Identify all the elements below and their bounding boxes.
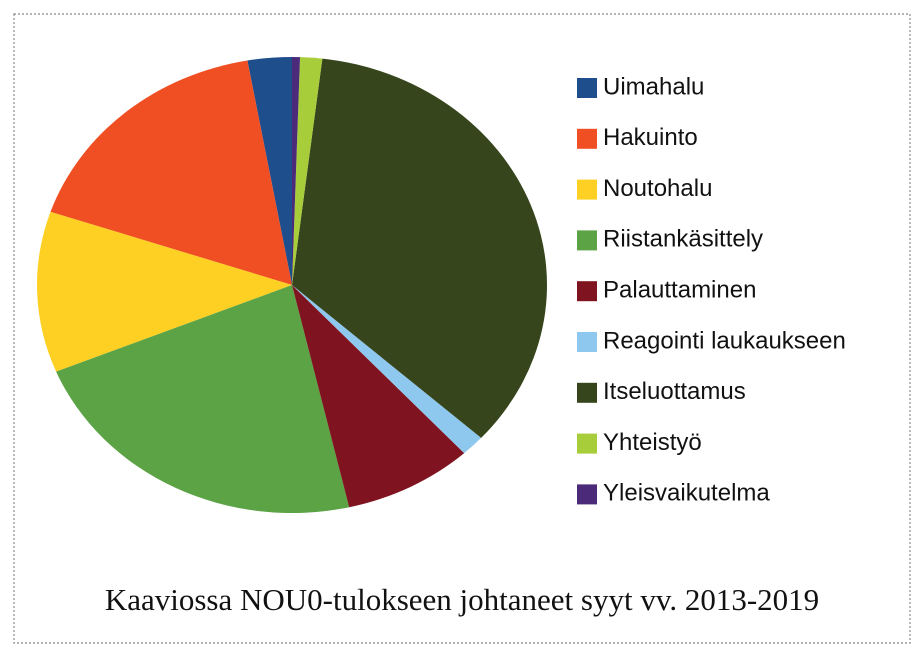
legend-label: Palauttaminen xyxy=(603,277,756,304)
legend-label: Noutohalu xyxy=(603,175,712,202)
legend-label: Uimahalu xyxy=(603,73,704,100)
pie-slice xyxy=(56,285,350,513)
pie-slice xyxy=(247,57,292,285)
pie-slice xyxy=(292,285,465,508)
pie-slice xyxy=(292,285,482,454)
legend-swatch xyxy=(577,78,597,98)
pie-slice xyxy=(292,58,548,438)
pie-slice xyxy=(292,57,301,285)
legend-swatch xyxy=(577,382,597,403)
legend-label: Yhteistyö xyxy=(603,429,702,456)
pie-slice xyxy=(50,60,293,285)
legend-label: Hakuinto xyxy=(603,124,698,151)
legend-swatch xyxy=(577,433,597,454)
frame xyxy=(13,13,911,644)
legend-label: Riistankäsittely xyxy=(603,226,763,253)
legend-swatch xyxy=(577,128,597,149)
legend-label: Yleisvaikutelma xyxy=(603,480,770,507)
legend-label: Reagointi laukaukseen xyxy=(603,327,846,354)
pie-slice xyxy=(36,211,293,372)
legend-swatch xyxy=(577,281,597,302)
legend-swatch xyxy=(577,332,597,352)
legend-swatch xyxy=(577,230,597,251)
legend-label: Itseluottamus xyxy=(603,378,746,405)
legend-swatch xyxy=(577,179,597,200)
legend-swatch xyxy=(577,484,597,505)
pie-slice xyxy=(292,57,323,285)
caption: Kaaviossa NOU0-tulokseen johtaneet syyt … xyxy=(105,582,819,617)
